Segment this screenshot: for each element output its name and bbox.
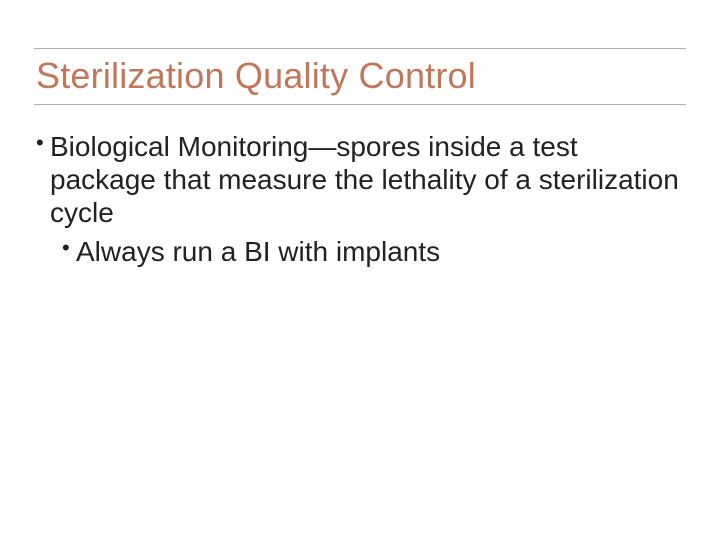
title-rule-bottom [34,104,686,105]
bullet-level-1: Biological Monitoring—spores inside a te… [36,130,684,229]
title-rule-top [34,48,686,49]
slide-title: Sterilization Quality Control [36,55,476,97]
slide-body: Biological Monitoring—spores inside a te… [36,130,684,268]
slide: Sterilization Quality Control Biological… [0,0,720,540]
bullet-level-2: Always run a BI with implants [62,235,684,268]
